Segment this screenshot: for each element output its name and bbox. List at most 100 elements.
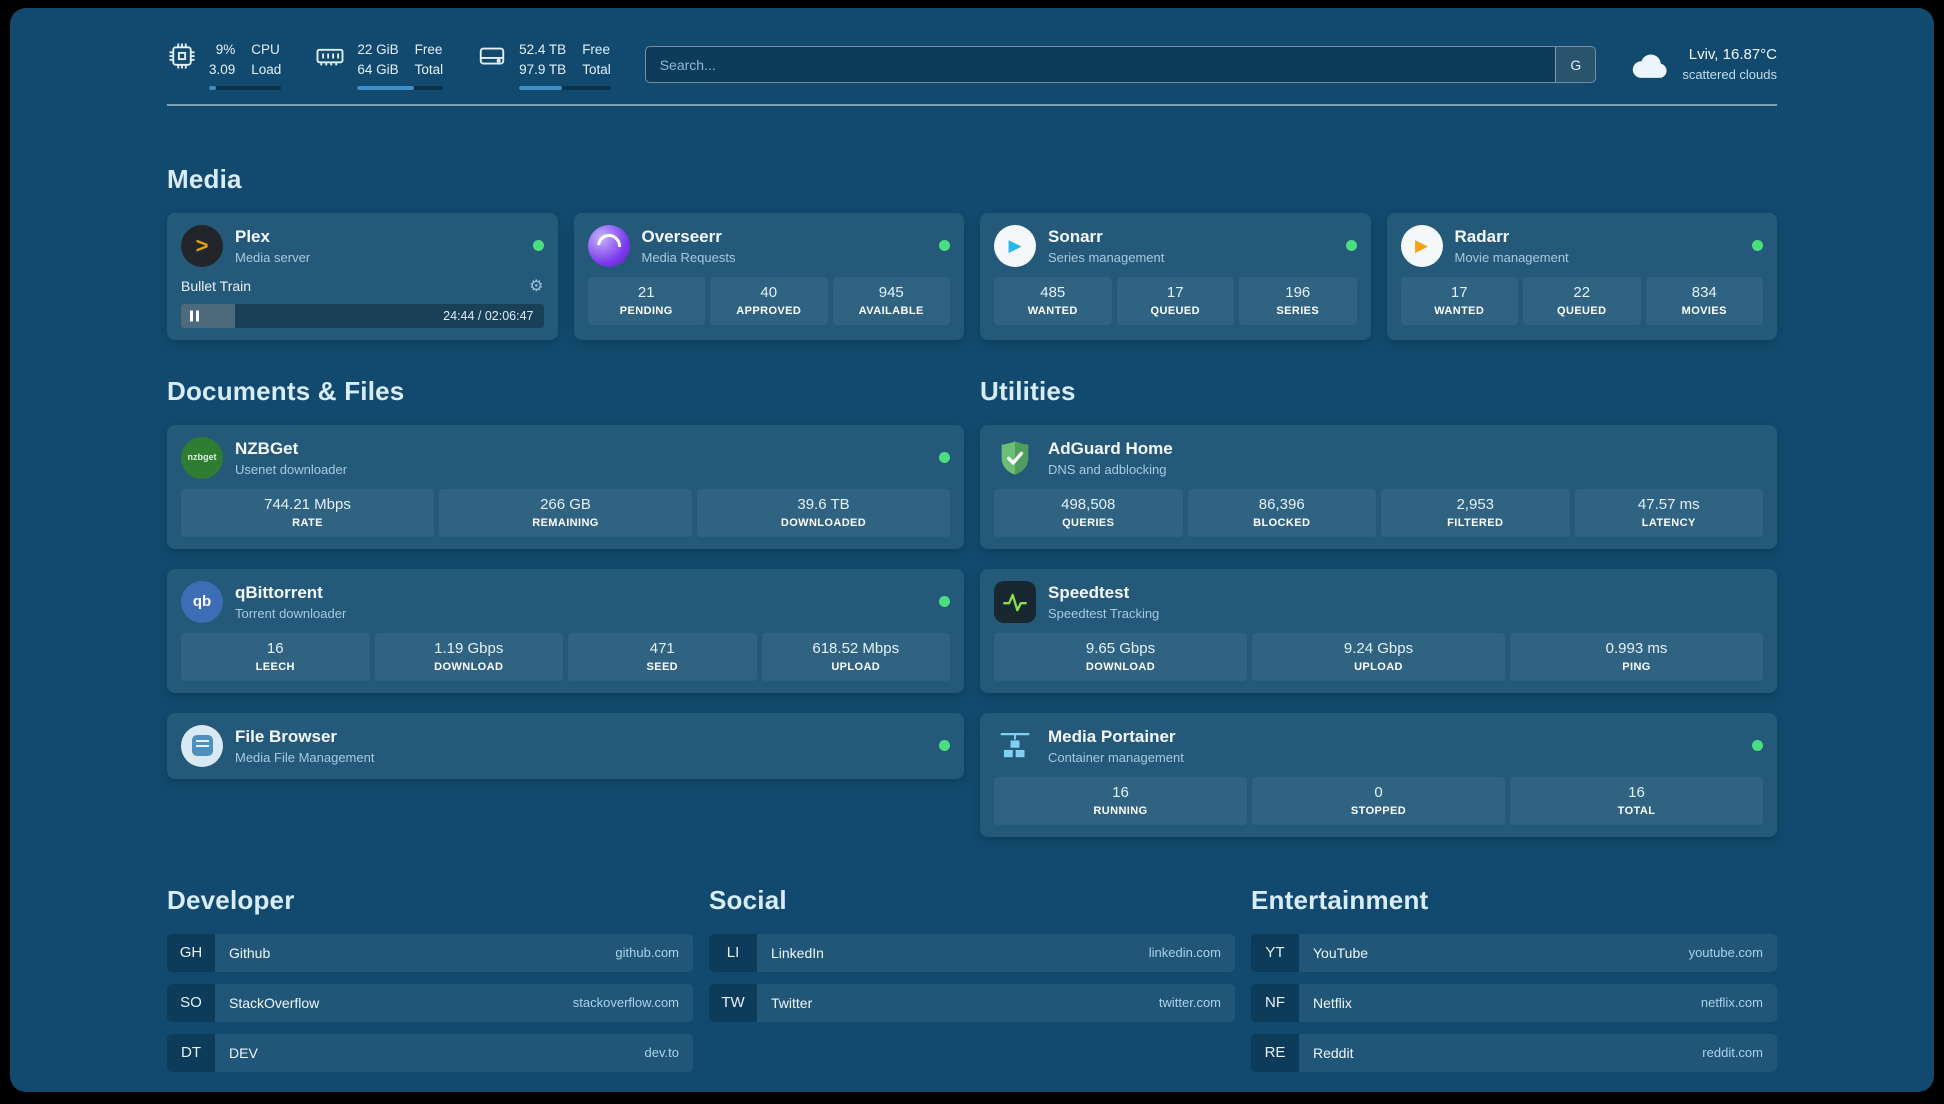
service-card-qbittorrent[interactable]: qb qBittorrent Torrent downloader 16 [167, 568, 964, 693]
search-input[interactable] [645, 47, 1556, 83]
disk-widget: 52.4 TB 97.9 TB Free Total [477, 40, 611, 90]
stat-value: 21 [637, 283, 655, 301]
stat-value: 9.24 Gbps [1343, 639, 1414, 657]
memory-total-label: Total [414, 62, 444, 78]
bookmark-name: YouTube [1313, 944, 1369, 961]
service-card-speedtest[interactable]: Speedtest Speedtest Tracking 9.65 Gbps D… [980, 568, 1777, 693]
service-card-radarr[interactable]: ▶ Radarr Movie management 17 WANTED [1386, 212, 1777, 340]
service-card-nzbget[interactable]: nzbget NZBGet Usenet downloader 744.21 M… [167, 424, 964, 549]
stat-label: WANTED [1027, 304, 1078, 317]
playback-progress-bar[interactable]: 24:44 / 02:06:47 [181, 303, 544, 328]
stat: 0.993 ms PING [1510, 632, 1763, 681]
cpu-percent: 9% [215, 42, 236, 57]
stat-value: 618.52 Mbps [812, 639, 900, 657]
service-desc: Movie management [1454, 249, 1569, 265]
stat: 485 WANTED [994, 276, 1112, 325]
service-name: Sonarr [1048, 226, 1103, 246]
stat-label: DOWNLOADED [780, 516, 867, 529]
status-dot-online [1345, 240, 1357, 251]
stat-label: APPROVED [736, 304, 802, 317]
bookmark-dev[interactable]: DT DEV dev.to [167, 1033, 693, 1072]
bookmark-reddit[interactable]: RE Reddit reddit.com [1251, 1033, 1777, 1072]
search-bar: G [644, 46, 1597, 84]
bookmark-abbr: DT [167, 1033, 215, 1072]
bookmark-github[interactable]: GH Github github.com [167, 933, 693, 972]
nzbget-icon: nzbget [181, 436, 223, 479]
gear-icon[interactable]: ⚙ [529, 277, 544, 295]
bookmark-twitter[interactable]: TW Twitter twitter.com [709, 983, 1235, 1022]
service-card-plex[interactable]: > Plex Media server Bullet Train ⚙ [167, 212, 558, 340]
section-documents: Documents & Files nzbget NZBGet Usenet d… [167, 376, 964, 779]
stat: 1.19 Gbps DOWNLOAD [374, 632, 563, 681]
service-desc: Series management [1048, 249, 1165, 265]
status-dot-online [939, 240, 950, 251]
stat-label: UPLOAD [1354, 660, 1403, 673]
now-playing-title: Bullet Train [181, 277, 252, 294]
bookmark-abbr: SO [167, 983, 215, 1022]
stat: 498,508 QUERIES [994, 488, 1183, 537]
bookmark-group-title: Developer [167, 884, 295, 915]
service-desc: Media File Management [235, 749, 375, 765]
service-card-adguard[interactable]: AdGuard Home DNS and adblocking 498,508 … [980, 424, 1777, 549]
stat-label: SERIES [1276, 304, 1320, 317]
stat: 16 RUNNING [994, 776, 1247, 825]
stat: 945 AVAILABLE [832, 276, 950, 325]
memory-icon [316, 48, 344, 66]
stat-value: 945 [878, 283, 904, 301]
service-card-sonarr[interactable]: ▶ Sonarr Series management 485 WANTED [980, 212, 1371, 340]
section-media: Media > Plex Media server Bulle [167, 164, 1777, 340]
stat: 834 MOVIES [1645, 276, 1763, 325]
bookmark-url: twitter.com [1158, 995, 1221, 1010]
bookmark-group-social: Social LI LinkedIn linkedin.com TW Twitt… [709, 885, 1235, 1084]
service-card-filebrowser[interactable]: File Browser Media File Management [167, 712, 964, 779]
stat: 0 STOPPED [1252, 776, 1505, 825]
section-utilities: Utilities [980, 376, 1777, 837]
stat: 22 QUEUED [1523, 276, 1641, 325]
stat-value: 0 [1374, 783, 1383, 801]
bookmark-group-title: Entertainment [1251, 884, 1429, 915]
service-name: File Browser [235, 726, 338, 746]
stat-label: STOPPED [1350, 804, 1407, 817]
stat-label: UPLOAD [831, 660, 881, 673]
bookmark-youtube[interactable]: YT YouTube youtube.com [1251, 933, 1777, 972]
service-card-overseerr[interactable]: Overseerr Media Requests 21 PENDING 40 A… [573, 212, 964, 340]
stat: 40 APPROVED [710, 276, 828, 325]
cpu-load-value: 3.09 [209, 62, 236, 78]
stat: 471 SEED [568, 632, 757, 681]
bookmark-stackoverflow[interactable]: SO StackOverflow stackoverflow.com [167, 983, 693, 1022]
bookmark-group-title: Social [709, 884, 787, 915]
bookmark-url: github.com [615, 945, 679, 960]
weather-condition: scattered clouds [1682, 67, 1777, 83]
section-title-utilities: Utilities [980, 375, 1076, 406]
service-name: Plex [235, 226, 270, 246]
stat: 17 QUEUED [1116, 276, 1234, 325]
stat-value: 16 [266, 639, 284, 657]
service-card-portainer[interactable]: Media Portainer Container management 16 … [980, 712, 1777, 837]
bookmark-name: StackOverflow [229, 994, 320, 1011]
top-bar: 9% 3.09 CPU Load [167, 40, 1777, 90]
bookmark-name: Twitter [771, 994, 813, 1011]
stat-label: TOTAL [1617, 804, 1656, 817]
pause-icon[interactable] [190, 310, 199, 321]
disk-free-value: 52.4 TB [519, 42, 567, 57]
status-dot-online [939, 740, 950, 751]
overseerr-icon [587, 224, 630, 267]
bookmark-netflix[interactable]: NF Netflix netflix.com [1251, 983, 1777, 1022]
search-provider-button[interactable]: G [1555, 47, 1596, 83]
cpu-widget: 9% 3.09 CPU Load [167, 40, 282, 90]
bookmark-linkedin[interactable]: LI LinkedIn linkedin.com [709, 933, 1235, 972]
stat-value: 744.21 Mbps [264, 495, 351, 513]
status-dot-online [1752, 240, 1763, 251]
service-name: Media Portainer [1048, 726, 1176, 746]
stat-label: RATE [292, 516, 323, 529]
stat-label: AVAILABLE [858, 304, 924, 317]
section-title-media: Media [167, 163, 242, 194]
stat-value: 2,953 [1456, 495, 1495, 513]
service-name: Speedtest [1048, 582, 1130, 602]
disk-free-label: Free [582, 42, 610, 57]
qbittorrent-icon: qb [181, 580, 223, 623]
service-name: qBittorrent [235, 582, 323, 602]
cloud-icon [1633, 54, 1667, 78]
stat-value: 17 [1450, 283, 1468, 301]
stat: 196 SERIES [1239, 276, 1357, 325]
